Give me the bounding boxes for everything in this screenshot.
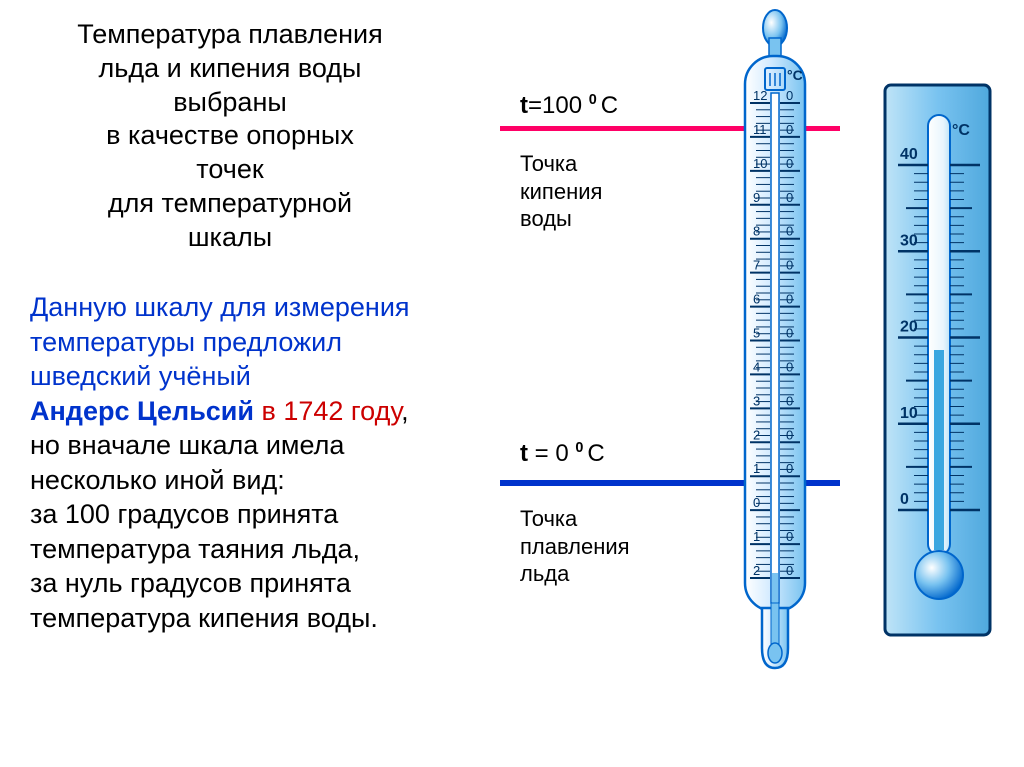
- unit: С: [587, 440, 604, 467]
- svg-text:3: 3: [753, 393, 760, 408]
- svg-text:0: 0: [786, 359, 793, 374]
- line: для температурной: [108, 188, 352, 218]
- svg-text:0: 0: [900, 491, 909, 508]
- svg-text:0: 0: [786, 461, 793, 476]
- svg-text:0: 0: [786, 427, 793, 442]
- celsius-history-text: Данную шкалу для измерения температуры п…: [30, 290, 460, 635]
- svg-text:0: 0: [786, 88, 793, 103]
- unit-label: °C: [952, 122, 970, 139]
- svg-text:0: 0: [786, 156, 793, 171]
- svg-text:6: 6: [753, 292, 760, 307]
- svg-text:0: 0: [786, 292, 793, 307]
- boiling-temp-label: t=100 0 С: [520, 92, 618, 120]
- line: за 100 градусов принята: [30, 499, 338, 529]
- svg-text:0: 0: [786, 122, 793, 137]
- boiling-point-name: Точка кипения воды: [520, 150, 602, 233]
- line: температура кипения воды.: [30, 603, 378, 633]
- val: =100: [528, 92, 589, 119]
- exp: 0: [575, 440, 587, 456]
- svg-text:0: 0: [786, 529, 793, 544]
- line: выбраны: [173, 87, 287, 117]
- line: несколько иной вид:: [30, 465, 285, 495]
- svg-text:0: 0: [786, 224, 793, 239]
- svg-text:10: 10: [753, 156, 767, 171]
- large-thermometer-svg: °C 12011010090807060504030201001020: [720, 8, 830, 678]
- line: плавления: [520, 534, 630, 559]
- unit-label: °C: [787, 67, 803, 83]
- t-symbol: t: [520, 92, 528, 119]
- svg-text:30: 30: [900, 232, 918, 249]
- line: Точка: [520, 151, 577, 176]
- line: шкалы: [188, 222, 272, 252]
- line: шведский учёный: [30, 361, 251, 391]
- svg-text:0: 0: [786, 326, 793, 341]
- svg-text:2: 2: [753, 563, 760, 578]
- year: в 1742 году: [254, 396, 401, 426]
- line: в качестве опорных: [106, 120, 354, 150]
- svg-text:20: 20: [900, 319, 918, 336]
- line: за нуль градусов принята: [30, 568, 351, 598]
- svg-text:0: 0: [786, 393, 793, 408]
- svg-text:1: 1: [753, 461, 760, 476]
- author-name: Андерс Цельсий: [30, 396, 254, 426]
- line: Температура плавления: [77, 19, 383, 49]
- line: кипения: [520, 179, 602, 204]
- svg-text:4: 4: [753, 359, 760, 374]
- svg-text:40: 40: [900, 146, 918, 163]
- unit: С: [601, 92, 618, 119]
- svg-text:7: 7: [753, 258, 760, 273]
- svg-text:8: 8: [753, 224, 760, 239]
- melting-point-name: Точка плавления льда: [520, 505, 630, 588]
- svg-text:11: 11: [753, 122, 767, 137]
- line: воды: [520, 206, 572, 231]
- line: льда и кипения воды: [99, 53, 362, 83]
- exp: 0: [589, 92, 601, 108]
- line: Данную шкалу для измерения: [30, 292, 410, 322]
- small-thermometer: °C 40 30 20 10 0: [880, 80, 995, 640]
- svg-text:2: 2: [753, 427, 760, 442]
- reference-points-text: Температура плавления льда и кипения вод…: [30, 18, 430, 254]
- val: = 0: [528, 440, 575, 467]
- line: Точка: [520, 506, 577, 531]
- svg-text:12: 12: [753, 88, 767, 103]
- line: температура таяния льда,: [30, 534, 360, 564]
- svg-text:1: 1: [753, 529, 760, 544]
- line: точек: [196, 154, 263, 184]
- line: льда: [520, 561, 569, 586]
- small-thermometer-svg: °C 40 30 20 10 0: [880, 80, 995, 640]
- svg-text:10: 10: [900, 405, 918, 422]
- large-thermometer: °C 12011010090807060504030201001020: [720, 8, 830, 678]
- svg-text:0: 0: [786, 190, 793, 205]
- melting-temp-label: t = 0 0 С: [520, 440, 605, 468]
- line: но вначале шкала имела: [30, 430, 344, 460]
- svg-text:0: 0: [753, 495, 760, 510]
- svg-text:0: 0: [786, 563, 793, 578]
- svg-text:5: 5: [753, 326, 760, 341]
- comma: ,: [401, 396, 409, 426]
- svg-text:0: 0: [786, 258, 793, 273]
- line: температуры предложил: [30, 327, 342, 357]
- t-symbol: t: [520, 440, 528, 467]
- svg-text:9: 9: [753, 190, 760, 205]
